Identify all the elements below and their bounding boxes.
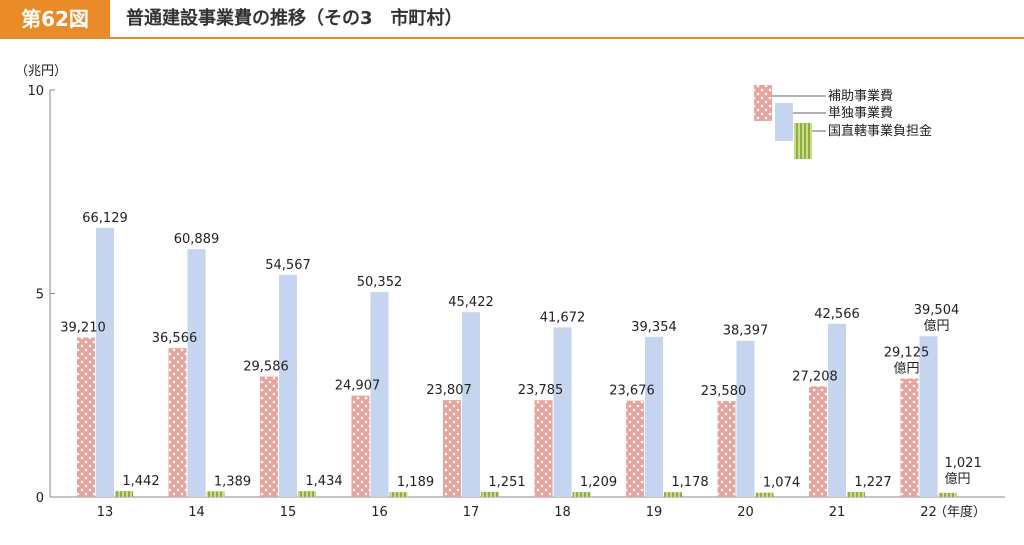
x-tick-label: 21 <box>829 505 846 520</box>
data-label-direct-burden: 1,442 <box>122 474 159 489</box>
figure-header: 第62図 普通建設事業費の推移（その3 市町村） <box>0 0 1024 39</box>
data-label-subsidy: 29,125 <box>884 345 930 360</box>
x-tick-label: 19 <box>646 505 663 520</box>
legend-swatch-subsidy <box>754 85 772 121</box>
data-label-direct-burden: 1,389 <box>214 474 251 489</box>
bar-direct-burden <box>389 492 408 497</box>
data-label-independent: 45,422 <box>448 295 494 310</box>
bar-direct-burden <box>847 492 865 497</box>
x-tick-label: 22 <box>920 505 937 520</box>
data-label-independent: 60,889 <box>174 232 220 247</box>
bar-independent <box>553 327 572 497</box>
legend-label-direct-burden: 国直轄事業負担金 <box>828 123 932 139</box>
data-label-unit: 億円 <box>945 471 971 487</box>
data-label-direct-burden: 1,251 <box>488 475 525 490</box>
x-axis-unit-label: （年度） <box>934 504 986 520</box>
bar-subsidy <box>626 400 644 497</box>
y-axis-unit-label: （兆円） <box>15 64 67 79</box>
legend-label-subsidy: 補助事業費 <box>828 88 893 104</box>
data-label-independent: 41,672 <box>540 310 586 325</box>
x-tick-label: 20 <box>737 505 754 520</box>
header-rule <box>0 37 1024 39</box>
x-tick-label: 16 <box>371 505 388 520</box>
data-label-independent: 42,566 <box>814 307 860 322</box>
figure-title: 普通建設事業費の推移（その3 市町村） <box>126 8 463 29</box>
data-label-direct-burden: 1,178 <box>671 475 708 490</box>
bar-subsidy <box>809 386 827 497</box>
data-label-direct-burden: 1,227 <box>854 475 891 490</box>
bar-independent <box>645 336 663 497</box>
bar-direct-burden <box>298 491 316 497</box>
data-label-independent: 38,397 <box>723 324 769 339</box>
data-label-direct-burden: 1,074 <box>763 476 800 491</box>
data-label-subsidy: 24,907 <box>335 379 381 394</box>
bar-subsidy <box>900 378 919 497</box>
bar-subsidy <box>260 376 278 497</box>
bar-direct-burden <box>938 492 957 497</box>
bar-direct-burden <box>755 492 774 497</box>
bar-direct-burden <box>481 491 499 497</box>
x-tick-label: 13 <box>97 505 114 520</box>
data-label-unit: 億円 <box>923 318 949 334</box>
data-label-independent: 50,352 <box>357 275 403 290</box>
data-label-subsidy: 27,208 <box>792 369 838 384</box>
data-label-subsidy: 29,586 <box>243 360 289 375</box>
y-tick-label: 0 <box>36 491 44 506</box>
bar-direct-burden <box>572 492 591 497</box>
bar-subsidy <box>77 337 95 497</box>
bar-independent <box>919 336 938 497</box>
x-tick-label: 17 <box>463 505 480 520</box>
y-tick-label: 5 <box>36 288 44 303</box>
bar-subsidy <box>717 401 736 497</box>
bar-independent <box>187 249 206 497</box>
bar-direct-burden <box>664 492 682 497</box>
bar-direct-burden <box>206 491 225 497</box>
bar-subsidy <box>443 400 461 497</box>
bar-direct-burden <box>115 491 133 497</box>
bar-independent <box>736 340 755 497</box>
data-label-subsidy: 23,807 <box>426 383 472 398</box>
figure-number: 第62図 <box>0 0 110 38</box>
data-label-direct-burden: 1,189 <box>397 475 434 490</box>
data-label-subsidy: 23,785 <box>518 383 564 398</box>
legend-label-independent: 単独事業費 <box>828 105 893 121</box>
y-tick-label: 10 <box>27 84 44 99</box>
bar-independent <box>279 274 297 497</box>
bar-subsidy <box>534 400 553 497</box>
data-label-unit: 億円 <box>893 360 919 376</box>
bar-independent <box>828 323 846 497</box>
data-label-subsidy: 23,676 <box>609 384 655 399</box>
data-label-independent: 39,354 <box>631 320 677 335</box>
bar-independent <box>462 312 480 497</box>
data-label-direct-burden: 1,209 <box>580 475 617 490</box>
bar-subsidy <box>168 348 187 497</box>
x-tick-label: 14 <box>188 505 205 520</box>
legend-swatch-direct-burden <box>794 123 812 159</box>
data-label-direct-burden: 1,434 <box>305 474 342 489</box>
legend-swatch-independent <box>775 103 793 141</box>
bar-subsidy <box>351 395 370 497</box>
data-label-independent: 39,504 <box>914 303 960 318</box>
x-tick-label: 18 <box>554 505 571 520</box>
data-label-independent: 54,567 <box>265 258 311 273</box>
bar-independent <box>370 292 389 497</box>
data-label-subsidy: 23,580 <box>701 384 747 399</box>
data-label-direct-burden: 1,021 <box>945 456 982 471</box>
bar-independent <box>96 227 114 497</box>
data-label-subsidy: 36,566 <box>152 331 198 346</box>
data-label-subsidy: 39,210 <box>60 320 106 335</box>
x-tick-label: 15 <box>280 505 297 520</box>
data-label-independent: 66,129 <box>82 211 128 226</box>
